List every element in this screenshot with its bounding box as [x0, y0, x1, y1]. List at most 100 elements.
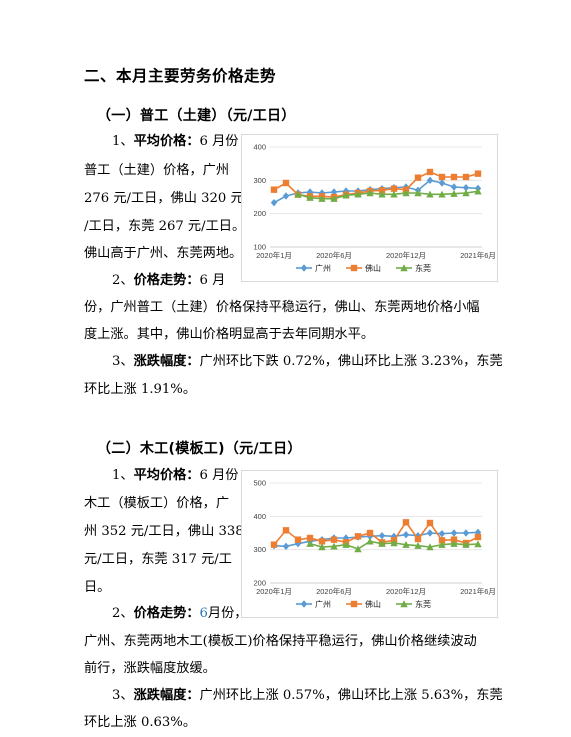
- data-point: [450, 183, 458, 191]
- y-tick-label: 300: [253, 545, 266, 554]
- x-tick-label: 2021年6月: [460, 250, 496, 260]
- data-point: [402, 540, 410, 548]
- paragraph-line: 276 元/工日，佛山 320 元: [84, 191, 244, 206]
- y-tick-label: 100: [253, 243, 266, 252]
- data-point: [474, 170, 482, 177]
- x-tick-label: 2020年1月: [256, 586, 292, 596]
- data-point: [342, 540, 350, 548]
- data-point: [438, 537, 446, 544]
- subsection-title-1: （一）普工（土建）（元/工日）: [97, 108, 296, 124]
- x-tick-label: 2020年12月: [386, 250, 426, 260]
- data-point: [390, 539, 398, 547]
- paragraph-line: 度上涨。其中，佛山价格明显高于去年同期水平。: [84, 327, 375, 342]
- line-chart-svg: 100 200 300 400 2020年1月 2020年6月 2020年12月 2021年6…: [253, 143, 496, 274]
- trend-label: 价格走势：: [133, 273, 200, 288]
- data-point: [366, 189, 374, 197]
- legend-label: 广州: [315, 263, 331, 273]
- data-point: [414, 174, 422, 181]
- y-tick-label: 400: [253, 143, 266, 152]
- legend-marker: [350, 264, 358, 272]
- data-point: [438, 190, 446, 198]
- trend-line-2: 2、价格走势：6月份，: [112, 606, 248, 621]
- data-point: [462, 540, 470, 548]
- data-point: [426, 168, 434, 176]
- data-point: [342, 187, 350, 195]
- x-tick-label: 2020年1月: [256, 250, 292, 260]
- data-point: [306, 188, 314, 196]
- data-point: [318, 538, 326, 545]
- avg-price-label: 平均价格：: [133, 134, 200, 149]
- data-point: [402, 530, 410, 539]
- data-point: [402, 519, 410, 526]
- series-line: [297, 190, 479, 200]
- legend-label: 广州: [315, 599, 331, 609]
- x-tick-label: 2020年6月: [316, 586, 352, 596]
- data-point: [366, 537, 374, 545]
- data-point: [354, 533, 362, 540]
- x-tick-label: 2020年12月: [386, 586, 426, 596]
- data-point: [450, 173, 458, 181]
- change-line-1: 3、涨跌幅度：广州环比下跌 0.72%，佛山环比上涨 3.23%，东莞: [112, 354, 503, 369]
- data-point: [450, 539, 458, 547]
- paragraph-line: 元/工日，东莞 317 元/工: [84, 552, 232, 567]
- line-chart-svg: 200 300 400 500 2020年1月 2020年6月 2020年12月 2021年6…: [253, 479, 496, 610]
- data-point: [390, 190, 398, 198]
- data-point: [282, 542, 290, 551]
- data-point: [318, 189, 326, 197]
- y-tick-label: 500: [253, 479, 266, 488]
- data-point: [474, 533, 482, 541]
- data-point: [450, 529, 458, 537]
- data-point: [426, 529, 434, 537]
- subsection-title-2: （二）木工(模板工)（元/工日）: [97, 441, 302, 457]
- data-point: [282, 179, 290, 187]
- paragraph-line: 份，广州普工（土建）价格保持平稳运行，佛山、东莞两地价格小幅: [84, 300, 480, 315]
- avg-price-label: 平均价格：: [133, 468, 200, 483]
- data-point: [426, 519, 434, 527]
- legend-label: 东莞: [415, 599, 431, 609]
- data-point: [402, 189, 410, 197]
- data-point: [342, 534, 350, 542]
- data-point: [438, 179, 446, 187]
- data-point: [354, 190, 362, 198]
- change-label: 涨跌幅度：: [133, 688, 200, 703]
- paragraph-line: 州 352 元/工日，佛山 338: [84, 524, 244, 539]
- data-point: [378, 539, 386, 547]
- data-point: [474, 540, 482, 548]
- legend-marker: [300, 600, 308, 608]
- data-point: [450, 189, 458, 197]
- legend-label: 佛山: [365, 263, 381, 273]
- data-point: [330, 194, 338, 202]
- data-point: [426, 176, 434, 185]
- change-label: 涨跌幅度：: [133, 354, 200, 369]
- legend-marker: [400, 600, 408, 608]
- data-point: [270, 186, 278, 193]
- x-tick-label: 2020年6月: [316, 250, 352, 260]
- data-point: [462, 183, 470, 192]
- chart-carpenter: 200 300 400 500 2020年1月 2020年6月 2020年12月 2021年6…: [241, 470, 498, 618]
- legend-label: 东莞: [415, 263, 431, 273]
- data-point: [294, 190, 302, 198]
- y-tick-label: 400: [253, 512, 266, 521]
- data-point: [474, 187, 482, 195]
- y-tick-label: 200: [253, 579, 266, 588]
- data-point: [438, 540, 446, 548]
- data-point: [306, 539, 314, 547]
- data-point: [426, 543, 434, 551]
- paragraph-line: /工日，东莞 267 元/工日。: [84, 219, 246, 234]
- paragraph-line: 佛山高于广州、东莞两地。: [84, 246, 243, 261]
- section-heading: 二、本月主要劳务价格走势: [84, 67, 277, 85]
- avg-price-line-1: 1、平均价格：6 月份: [112, 134, 239, 149]
- data-point: [438, 173, 446, 181]
- data-point: [270, 198, 278, 207]
- data-point: [450, 536, 458, 543]
- paragraph-line: 广州、东莞两地木工(模板工)价格保持平稳运行，佛山价格继续波动: [84, 634, 477, 649]
- data-point: [414, 541, 422, 549]
- data-point: [414, 535, 422, 543]
- change-line-2: 3、涨跌幅度：广州环比上涨 0.57%，佛山环比上涨 5.63%，东莞: [112, 688, 503, 703]
- data-point: [462, 189, 470, 197]
- data-point: [378, 187, 386, 194]
- x-tick-label: 2021年6月: [460, 586, 496, 596]
- data-point: [414, 189, 422, 197]
- y-tick-label: 200: [253, 209, 266, 218]
- data-point: [378, 531, 386, 540]
